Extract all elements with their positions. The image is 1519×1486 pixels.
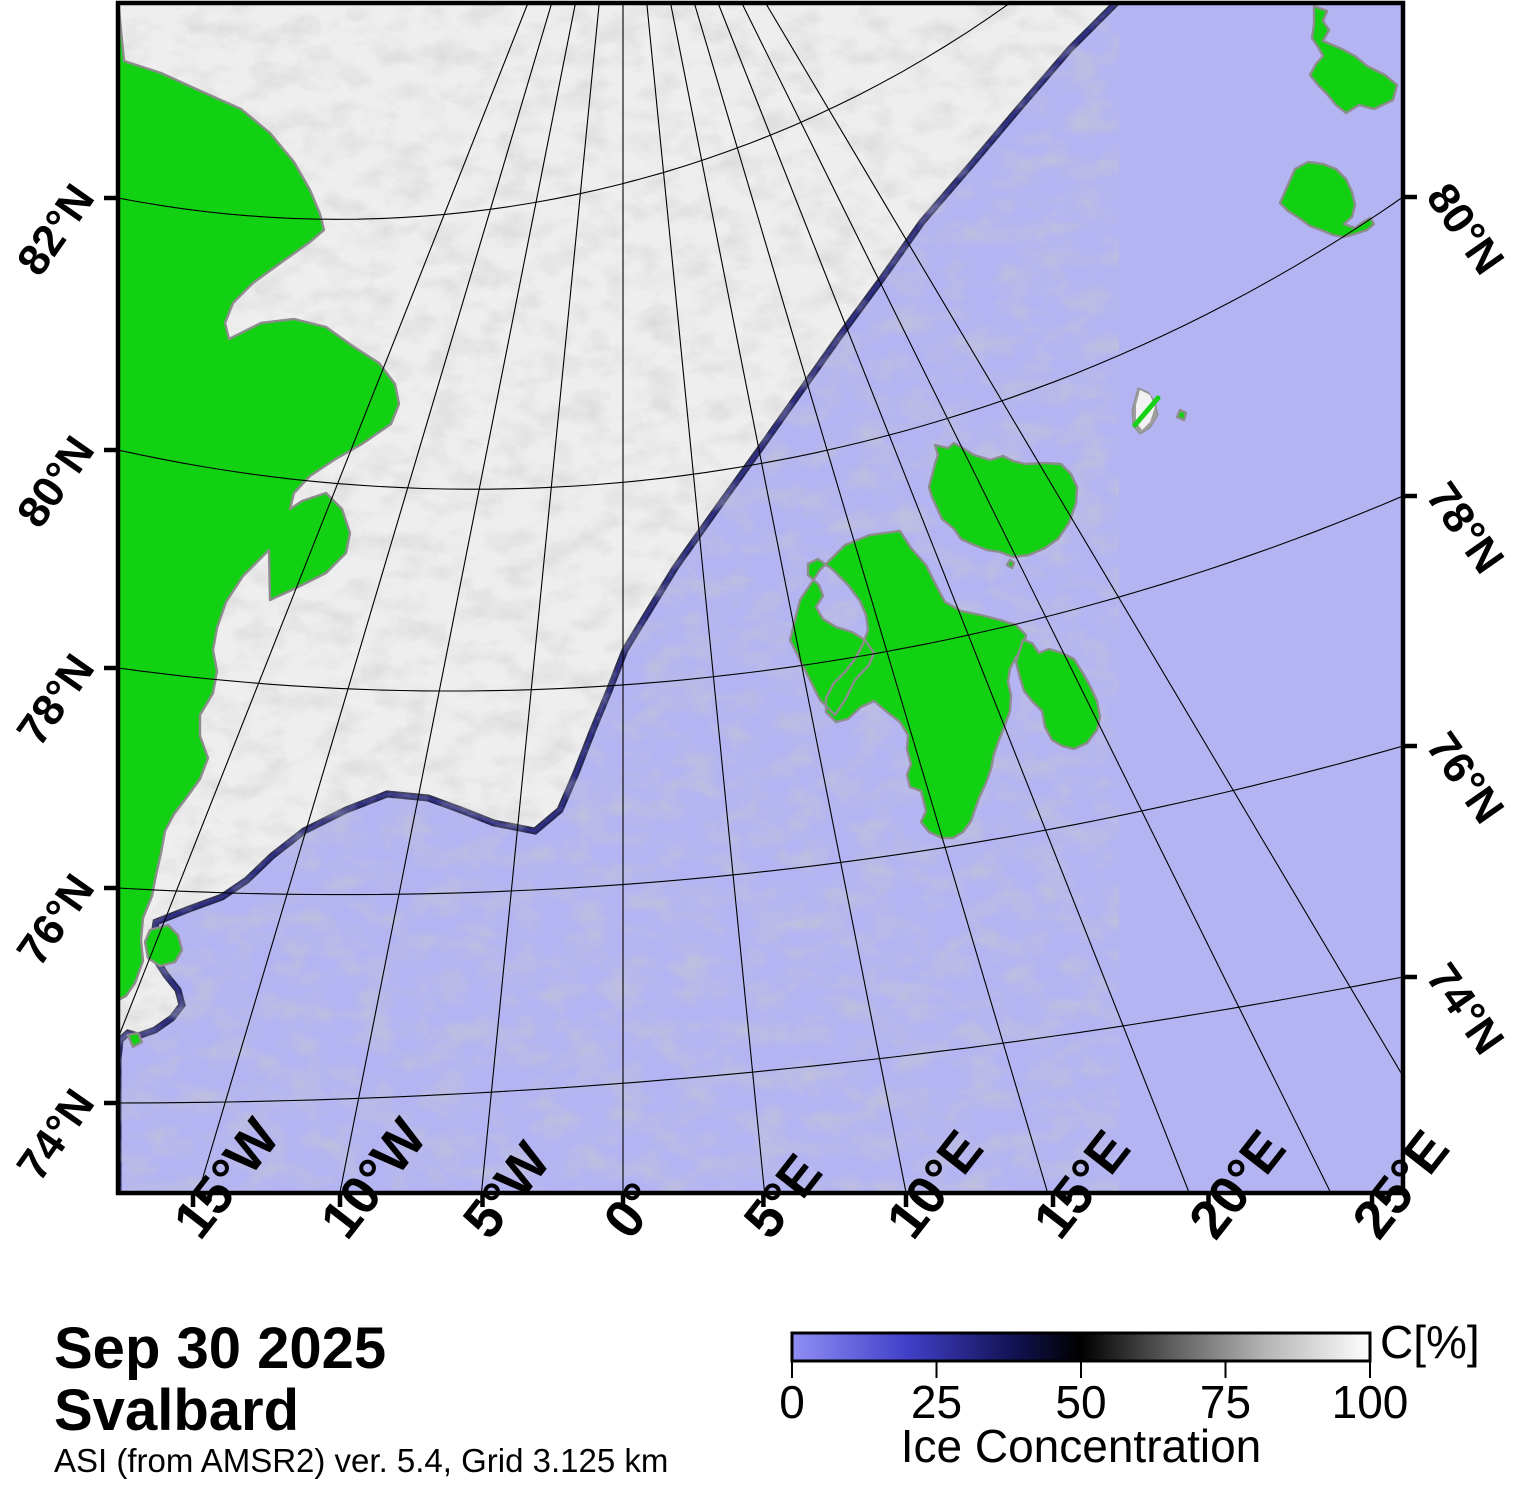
svg-text:80°N: 80°N — [8, 428, 105, 537]
svg-text:C[%]: C[%] — [1380, 1316, 1480, 1368]
svg-text:76°N: 76°N — [1417, 724, 1514, 833]
svg-text:74°N: 74°N — [1417, 955, 1514, 1064]
svg-text:Ice Concentration: Ice Concentration — [901, 1420, 1262, 1472]
svg-text:78°N: 78°N — [1417, 474, 1514, 583]
svg-text:ASI (from AMSR2) ver. 5.4, Gr: ASI (from AMSR2) ver. 5.4, Grid 3.125 km — [54, 1442, 668, 1479]
svg-text:82°N: 82°N — [8, 176, 105, 285]
svg-text:76°N: 76°N — [8, 866, 105, 975]
svg-text:0: 0 — [779, 1376, 805, 1428]
svg-text:100: 100 — [1332, 1376, 1409, 1428]
svg-text:78°N: 78°N — [8, 646, 105, 755]
svg-text:80°N: 80°N — [1417, 175, 1514, 284]
svg-text:74°N: 74°N — [8, 1081, 105, 1190]
svg-text:Sep 30 2025: Sep 30 2025 — [54, 1316, 386, 1381]
svg-text:Svalbard: Svalbard — [54, 1378, 299, 1443]
